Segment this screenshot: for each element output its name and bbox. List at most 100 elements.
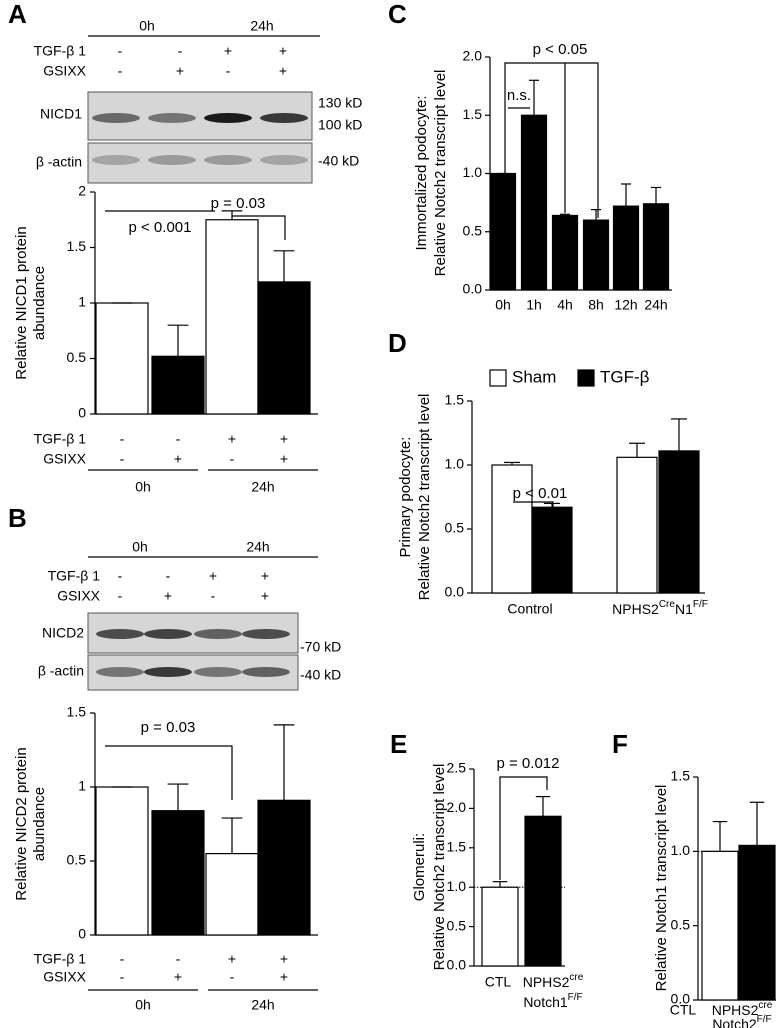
panel-letter: E: [390, 729, 407, 759]
error-bar: [712, 820, 728, 852]
treatment-sign: -: [118, 63, 123, 79]
treatment-sign: -: [120, 451, 125, 467]
label-part: NPHS2: [712, 1002, 759, 1018]
treatment-label: GSIXX: [43, 969, 86, 985]
x-tick-label: 12h: [614, 297, 637, 313]
blot-row-label: β -actin: [36, 154, 82, 170]
bar: [95, 786, 149, 936]
treatment-sign: -: [230, 451, 235, 467]
blot-band: [144, 629, 192, 639]
annotation: n.s.: [507, 87, 531, 104]
bar: [616, 456, 658, 594]
error-bar: [221, 817, 243, 854]
y-tick-label: 0.0: [671, 991, 691, 1007]
x-tick-label: Control: [507, 601, 552, 617]
label-part: cre: [569, 972, 583, 983]
treatment-sign: +: [280, 431, 288, 447]
error-bar: [560, 213, 570, 216]
blot-group: 0h: [132, 539, 148, 555]
treatment-sign: -: [178, 43, 183, 59]
error-bar: [749, 801, 765, 846]
error-bar: [651, 186, 661, 204]
treatment-sign: -: [120, 951, 125, 967]
treatment-sign: -: [120, 431, 125, 447]
y-tick-label: 1.5: [447, 839, 467, 855]
bar: [524, 815, 562, 967]
y-tick-label: 1.5: [67, 704, 87, 720]
x-tick-label: 8h: [588, 297, 604, 313]
treatment-sign: -: [176, 431, 181, 447]
treatment-sign: +: [280, 451, 288, 467]
bar: [642, 203, 670, 291]
blot-group: 0h: [139, 18, 155, 34]
y-axis-label: Immortalized podocyte:: [413, 95, 430, 250]
bar: [658, 450, 700, 594]
y-axis-label: abundance: [31, 787, 48, 861]
panel-letter: F: [612, 729, 628, 759]
y-tick-label: 0.5: [671, 916, 691, 932]
y-tick-label: 0.0: [447, 957, 467, 973]
panel-letter: B: [8, 503, 27, 533]
bar: [205, 852, 259, 936]
y-tick-label: 0.5: [447, 917, 467, 933]
label-part: F/F: [568, 992, 583, 1003]
y-tick-label: 2.0: [447, 799, 467, 815]
blot-group: 24h: [246, 539, 269, 555]
blot-strip: [87, 142, 313, 184]
treatment-sign: +: [224, 43, 232, 59]
treatment-sign: +: [174, 451, 182, 467]
blot-row-label: β -actin: [38, 663, 84, 679]
treatment-sign: -: [226, 63, 231, 79]
error-bar: [273, 250, 295, 282]
x-tick-label: NPHS2cre: [712, 1000, 773, 1018]
blot-band: [242, 629, 290, 639]
y-tick-label: 0.5: [67, 349, 87, 365]
treatment-sign: +: [164, 588, 172, 604]
error-bar: [629, 442, 645, 458]
x-tick-label: NPHS2CreN1F/F: [612, 599, 708, 617]
error-bar: [591, 209, 601, 221]
bar: [481, 886, 519, 967]
bar: [531, 506, 573, 594]
panel-letter: A: [8, 0, 27, 29]
bracket: [232, 215, 286, 240]
group-label: 24h: [251, 997, 274, 1013]
treatment-sign: +: [279, 43, 287, 59]
treatment-sign: -: [120, 969, 125, 985]
blot-band: [204, 155, 252, 165]
legend-label: Sham: [512, 367, 556, 386]
y-tick-label: 1.5: [67, 238, 87, 254]
y-tick-label: 1.5: [445, 392, 465, 408]
y-tick-label: 0.0: [445, 584, 465, 600]
treatment-label: GSIXX: [43, 63, 86, 79]
treatment-sign: +: [279, 63, 287, 79]
bracket: [499, 776, 548, 880]
treatment-sign: -: [176, 951, 181, 967]
treatment-sign: -: [118, 588, 123, 604]
legend-swatch: [489, 369, 507, 387]
y-tick-label: 1.5: [463, 106, 483, 122]
label-part: F/F: [757, 1014, 772, 1025]
treatment-sign: -: [230, 969, 235, 985]
x-tick-label: Notch2F/F: [712, 1014, 771, 1028]
y-tick-label: 1.0: [447, 878, 467, 894]
blot-band: [144, 667, 192, 677]
treatment-label: TGF-β 1: [34, 43, 87, 59]
label-part: N1: [675, 601, 693, 617]
error-bar: [273, 724, 295, 801]
treatment-sign: +: [261, 568, 269, 584]
blot-band: [242, 667, 290, 677]
annotation: p < 0.01: [513, 485, 568, 502]
x-tick-label: CTL: [485, 974, 512, 990]
x-tick-label: Notch1F/F: [523, 992, 582, 1010]
y-axis-label: Relative NICD1 protein: [13, 226, 30, 379]
y-axis-label: Relative Notch2 transcript level: [431, 764, 448, 971]
panel-letter: C: [388, 0, 407, 29]
y-tick-label: 1.5: [671, 768, 691, 784]
size-marker: 130 kD: [318, 95, 362, 111]
blot-row-label: NICD2: [42, 625, 84, 641]
annotation: p < 0.001: [129, 219, 192, 236]
label-part: Cre: [659, 599, 676, 610]
y-tick-label: 1.0: [463, 164, 483, 180]
